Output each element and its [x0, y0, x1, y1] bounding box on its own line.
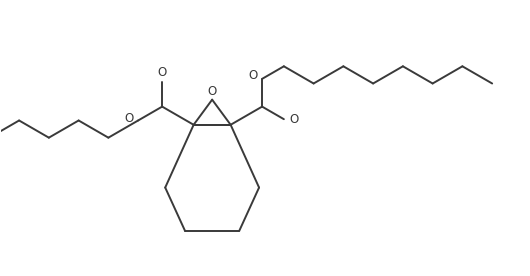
- Text: O: O: [289, 113, 298, 126]
- Text: O: O: [157, 67, 167, 79]
- Text: O: O: [248, 69, 258, 82]
- Text: O: O: [124, 112, 134, 125]
- Text: O: O: [208, 84, 217, 98]
